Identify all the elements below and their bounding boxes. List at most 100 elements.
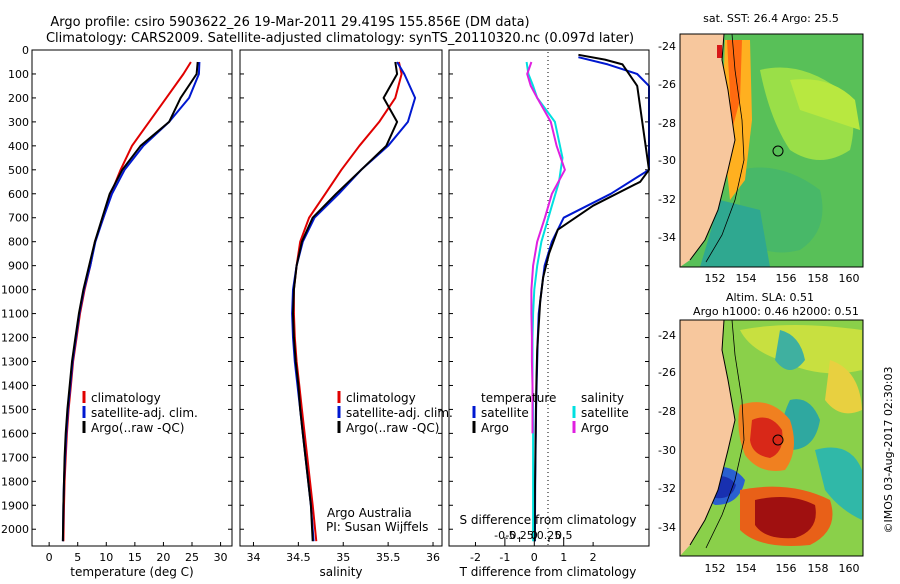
- legend-argo-label: Argo(..raw -QC): [91, 421, 184, 435]
- s-diff-tick-label: 0.5: [555, 529, 573, 542]
- depth-tick-label: 1600: [1, 427, 29, 440]
- x-tick-label: 158: [808, 562, 829, 575]
- depth-tick-label: 1900: [1, 499, 29, 512]
- legend-sat-label: satellite-adj. clim.: [91, 406, 198, 420]
- series-line-salinity-argo: [526, 61, 566, 434]
- salinity-legend: climatology satellite-adj. clim. Argo(..…: [337, 391, 453, 435]
- legend-temperature-title: temperature: [481, 391, 556, 405]
- x-tick-label: 2: [590, 551, 597, 564]
- legend-sat-label: satellite-adj. clim.: [346, 406, 453, 420]
- argo-australia-note: Argo Australia: [327, 506, 412, 520]
- x-tick-label: -1: [499, 551, 510, 564]
- x-tick-label: -2: [470, 551, 481, 564]
- salinity-x-axis: 34 34.5 35 35.5 36: [246, 542, 440, 564]
- depth-tick-label: 800: [8, 236, 29, 249]
- difference-depth-ticks: [449, 49, 649, 530]
- series-line-argo: [292, 61, 399, 542]
- temperature-legend: climatology satellite-adj. clim. Argo(..…: [82, 391, 198, 435]
- y-tick-label: -34: [658, 231, 676, 244]
- legend-temp-argo-label: Argo: [481, 421, 509, 435]
- sst-float-marker: [772, 145, 784, 157]
- difference-lines: [525, 53, 650, 542]
- s-diff-tick-label: 0.25: [537, 529, 562, 542]
- depth-tick-label: 1400: [1, 379, 29, 392]
- depth-tick-label: 1500: [1, 403, 29, 416]
- depth-tick-label: 900: [8, 260, 29, 273]
- depth-tick-label: 1000: [1, 284, 29, 297]
- sla-map-title-1: Altim. SLA: 0.51: [726, 291, 814, 304]
- sst-map-frame: [679, 33, 864, 268]
- x-tick-label: 156: [776, 562, 797, 575]
- depth-tick-label: 500: [8, 164, 29, 177]
- series-line-satellite-adj-clim-: [61, 61, 201, 542]
- y-tick-label: -24: [658, 40, 676, 53]
- s-diff-tick-label: -0.5: [494, 529, 515, 542]
- series-line-temperature-argo: [533, 53, 650, 542]
- sst-map-title: sat. SST: 26.4 Argo: 25.5: [703, 12, 839, 25]
- y-tick-label: -30: [658, 444, 676, 457]
- temperature-lines: [61, 61, 201, 542]
- temperature-axes-box: [31, 49, 233, 547]
- x-tick-label: 158: [808, 272, 829, 285]
- depth-tick-label: 100: [8, 68, 29, 81]
- legend-salt-argo-label: Argo: [581, 421, 609, 435]
- temperature-x-label: temperature (deg C): [70, 565, 193, 579]
- x-tick-label: 35: [336, 551, 350, 564]
- x-tick-label: 34: [246, 551, 260, 564]
- y-tick-label: -24: [658, 329, 676, 342]
- depth-axis: 0 100 200 300 400 500 600 700 800 900 1000 1100 1200…: [1, 44, 232, 536]
- salinity-panel: 34 34.5 35 35.5 36 salinity climatology sate…: [239, 49, 453, 579]
- series-line-argo: [61, 61, 199, 542]
- legend-clim-label: climatology: [346, 391, 416, 405]
- y-tick-label: -28: [658, 405, 676, 418]
- y-tick-label: -34: [658, 521, 676, 534]
- difference-axes-box: [448, 49, 650, 547]
- depth-tick-label: 0: [22, 44, 29, 57]
- temperature-panel: 0100200300400500600700800900100011001200…: [1, 44, 233, 579]
- title-line-1: Argo profile: csiro 5903622_26 19-Mar-20…: [50, 15, 529, 30]
- depth-tick-label: 700: [8, 212, 29, 225]
- sla-coastline: [689, 319, 736, 546]
- x-tick-label: 30: [214, 551, 228, 564]
- s-diff-tick-label: -0.25: [505, 529, 533, 542]
- depth-tick-label: 400: [8, 140, 29, 153]
- s-diff-tick-label: 0: [531, 529, 538, 542]
- sla-map-y-axis: -24 -26 -28 -30 -32 -34: [658, 329, 676, 534]
- x-tick-label: 152: [705, 272, 726, 285]
- x-tick-label: 1: [560, 551, 567, 564]
- title-line-2: Climatology: CARS2009. Satellite-adjuste…: [46, 31, 634, 46]
- legend-temp-sat-label: satellite: [481, 406, 529, 420]
- legend-argo-label: Argo(..raw -QC): [346, 421, 439, 435]
- legend-clim-label: climatology: [91, 391, 161, 405]
- series-line-climatology: [292, 61, 403, 542]
- x-tick-label: 10: [99, 551, 113, 564]
- x-tick-label: 0: [46, 551, 53, 564]
- temperature-x-axis: 0 5 10 15 20 25 30: [46, 542, 228, 564]
- x-tick-label: 35.5: [376, 551, 401, 564]
- series-line-satellite-adj-clim-: [291, 61, 417, 542]
- imos-watermark: ©IMOS 03-Aug-2017 02:30:03: [882, 367, 895, 534]
- x-tick-label: 20: [156, 551, 170, 564]
- difference-legend: temperature satellite Argo salinity sate…: [472, 391, 629, 435]
- depth-tick-label: 1100: [1, 308, 29, 321]
- sla-map-title-2: Argo h1000: 0.46 h2000: 0.51: [693, 305, 859, 318]
- pi-note: PI: Susan Wijffels: [326, 520, 428, 534]
- sla-float-marker: [772, 434, 784, 446]
- sst-isobath: [705, 33, 745, 263]
- sla-map-frame: [679, 319, 864, 557]
- sla-field: [680, 320, 863, 556]
- depth-tick-label: 1300: [1, 355, 29, 368]
- sst-field: [680, 34, 863, 267]
- sla-isobath: [705, 319, 745, 549]
- x-tick-label: 160: [839, 272, 860, 285]
- s-difference-label: S difference from climatology: [460, 513, 637, 527]
- legend-salinity-title: salinity: [581, 391, 624, 405]
- x-tick-label: 152: [705, 562, 726, 575]
- x-tick-label: 36: [426, 551, 440, 564]
- sla-map-x-axis: 152 154 156 158 160: [705, 562, 860, 575]
- x-tick-label: 34.5: [286, 551, 311, 564]
- depth-tick-label: 600: [8, 188, 29, 201]
- sst-map-y-axis: -24 -26 -28 -30 -32 -34: [658, 40, 676, 244]
